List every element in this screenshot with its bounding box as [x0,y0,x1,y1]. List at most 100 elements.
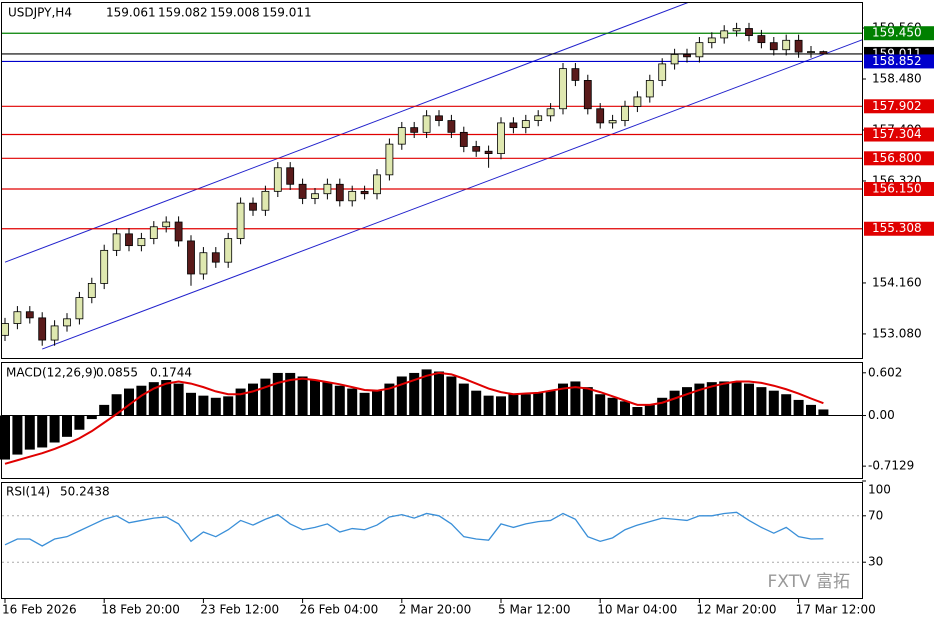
macd-bar [545,390,556,416]
macd-bar [483,395,494,416]
candle-body [38,317,47,341]
candle-body [211,252,220,263]
macd-bar [372,390,382,416]
candle-body [199,252,208,275]
candle-body [410,127,419,133]
macd-bar [359,392,370,416]
candle-body [509,122,518,129]
x-tick-label: 5 Mar 12:00 [498,603,571,617]
ohlc-low: 159.008 [210,6,260,20]
macd-bar [124,388,134,416]
candle-body [249,202,257,211]
x-tick-label: 2 Mar 20:00 [399,603,472,617]
macd-bar [669,390,680,416]
candle-body [422,115,431,133]
macd-bar [520,394,531,416]
macd-bar [496,396,506,416]
x-tick-label: 16 Feb 2026 [2,603,77,617]
candle-body [670,54,679,65]
x-tick-label: 12 Mar 20:00 [696,603,776,617]
macd-bar [396,376,407,416]
macd-bar [657,397,668,416]
macd-bar [235,388,246,416]
macd-bar [731,381,742,416]
macd-bar [74,415,85,430]
macd-bar [620,401,630,416]
candle-body [187,240,195,275]
macd-tick-label: 0.602 [868,365,902,379]
watermark: FXTV 富拓 [767,572,850,592]
macd-bar [49,415,60,443]
level-label: 157.304 [872,127,922,141]
macd-bar [210,397,221,416]
macd-bar [471,390,482,416]
macd-panel [1,362,863,479]
macd-bar [793,399,804,416]
macd-bar [644,404,655,416]
candle-body [87,283,96,298]
macd-bar [322,382,333,416]
macd-bar [558,383,568,416]
y-tick-label: 158.480 [872,72,922,86]
macd-bar [285,372,296,416]
ohlc-open: 159.061 [106,6,156,20]
candle-body [236,202,245,239]
candle-body [435,115,443,121]
macd-bar [756,387,767,416]
candle-body [534,115,543,121]
rsi-tick-label: 70 [868,508,883,522]
candle-body [335,183,344,202]
level-label-box [864,221,934,236]
rsi-panel [1,482,863,599]
candle-body [521,120,530,129]
macd-bar [458,383,469,416]
candle-body [782,39,791,51]
macd-bar [223,396,234,416]
macd-bar [508,394,519,416]
rsi-value: 50.2438 [60,485,110,499]
candle-body [459,131,468,147]
candle-body [769,42,778,51]
candle-body [50,325,59,341]
candle-body [596,108,605,124]
candle-body [645,80,654,98]
macd-bar [37,415,48,448]
candle-body [25,311,34,319]
macd-bar [582,387,593,416]
macd-bar [297,376,308,416]
candle-body [112,233,121,251]
level-label-box [864,127,934,142]
macd-bar [384,383,395,416]
candle-body [707,37,716,44]
macd-title: MACD(12,26,9) [6,366,97,380]
candle-body [373,174,381,195]
macd-signal-value: 0.1744 [150,366,192,380]
candle-body [137,238,146,247]
macd-bar [248,383,258,416]
candle-body [75,297,84,320]
candle-body [100,249,109,284]
macd-bar [806,404,816,416]
candle-body [472,146,481,152]
candle-body [559,68,567,110]
x-tick-label: 10 Mar 04:00 [597,603,677,617]
macd-bar [310,380,320,416]
rsi-title: RSI(14) [6,485,50,499]
candle-body [583,80,592,110]
macd-bar [744,383,754,416]
candle-body [807,51,815,53]
macd-bar [62,415,72,437]
macd-bar [198,395,209,416]
candle-body [621,105,629,121]
candle-body [720,30,729,39]
candle-body [633,96,642,107]
candle-body [658,63,667,81]
candle-body [385,143,394,176]
candle-body [757,35,766,44]
macd-main-value: 0.0855 [96,366,138,380]
x-tick-label: 18 Feb 20:00 [101,603,180,617]
channel-line [42,39,862,350]
candle-body [286,167,295,185]
x-tick-label: 17 Mar 12:00 [796,603,876,617]
